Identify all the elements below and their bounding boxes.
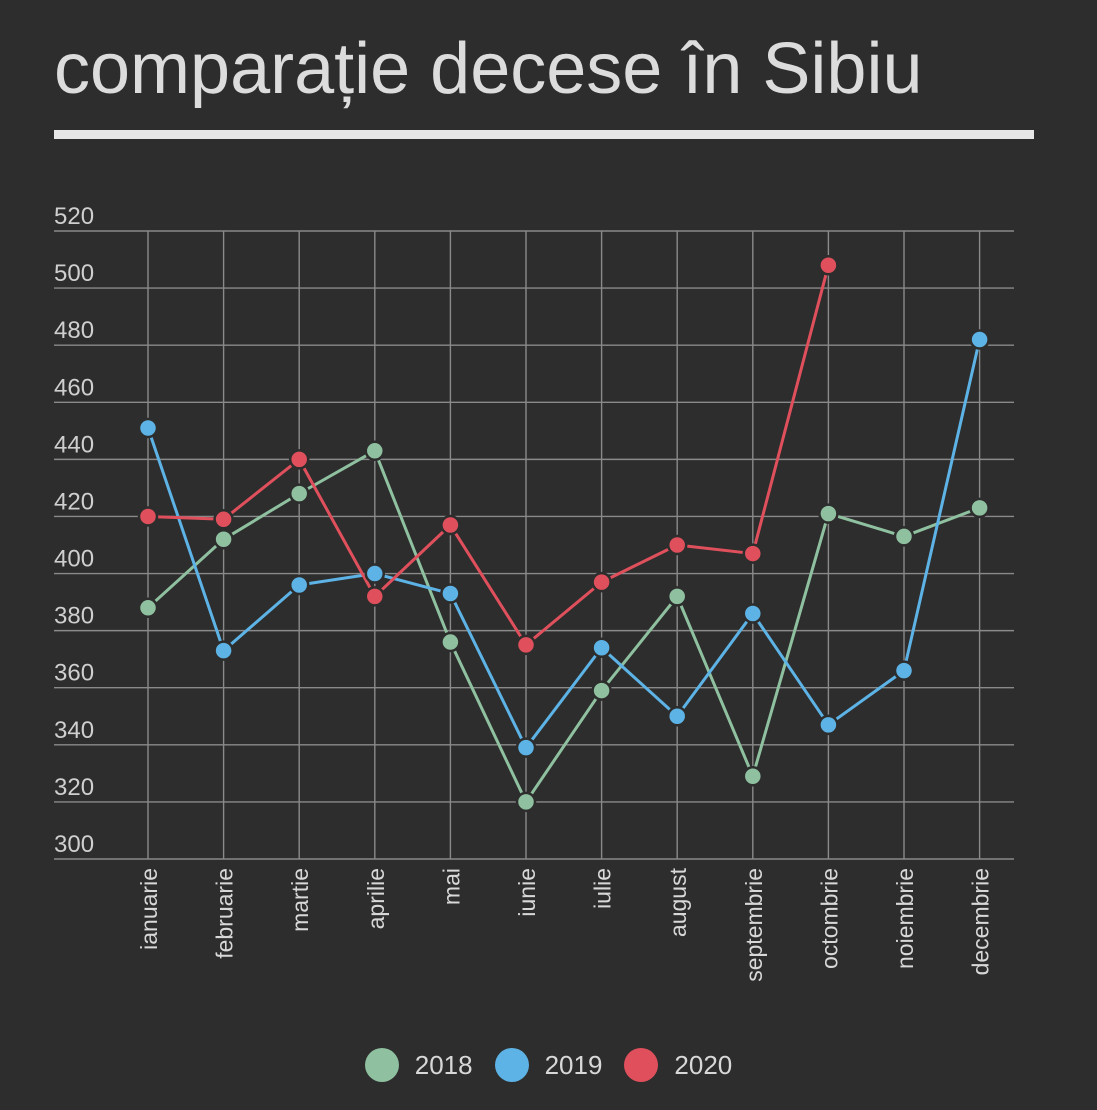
x-tick-label: decembrie [968, 868, 994, 975]
y-tick-label: 420 [54, 488, 94, 515]
legend-item-2020: 2020 [624, 1048, 732, 1082]
title-underline [54, 130, 1034, 139]
data-point-2020 [515, 634, 537, 656]
data-point-2019 [818, 714, 839, 736]
legend-item-2018: 2018 [364, 1048, 473, 1082]
data-point-2019 [666, 706, 688, 727]
x-tick-label: noiembrie [892, 868, 918, 969]
series-line-2018 [146, 449, 981, 804]
x-tick-label: octombrie [816, 868, 842, 969]
x-tick-label: septembrie [741, 868, 767, 982]
chart-title: comparație decese în Sibiu [54, 29, 923, 109]
data-point-2019 [364, 563, 386, 584]
data-point-2018 [440, 631, 461, 653]
x-tick-label: ianuarie [136, 868, 162, 950]
y-tick-label: 400 [54, 546, 94, 573]
data-point-2018 [591, 680, 612, 701]
y-tick-label: 320 [54, 774, 94, 801]
x-tick-label: august [665, 867, 691, 937]
data-point-2020 [137, 506, 159, 527]
data-point-2018 [288, 483, 310, 504]
y-tick-label: 480 [54, 317, 94, 344]
data-point-2018 [213, 529, 234, 550]
data-point-2020 [742, 543, 764, 564]
data-point-2020 [288, 449, 310, 470]
legend-label: 2019 [544, 1049, 603, 1080]
y-tick-label: 440 [54, 431, 94, 458]
data-point-2020 [364, 586, 386, 607]
legend-swatch [624, 1048, 659, 1082]
legend-swatch [364, 1048, 399, 1082]
y-tick-label: 500 [54, 260, 94, 287]
data-point-2019 [969, 329, 990, 350]
legend-label: 2020 [674, 1049, 733, 1080]
data-point-2019 [137, 417, 159, 439]
data-point-2020 [666, 534, 688, 556]
y-tick-label: 380 [54, 603, 94, 630]
data-point-2019 [440, 583, 461, 604]
y-tick-label: 300 [54, 831, 94, 858]
data-point-2019 [591, 637, 612, 659]
y-tick-label: 340 [54, 717, 94, 744]
chart-legend: 2018 2019 2020 [0, 1040, 1097, 1090]
data-point-2018 [364, 440, 386, 462]
data-point-2018 [515, 791, 537, 813]
x-tick-label: martie [287, 868, 313, 932]
x-tick-label: februarie [212, 868, 238, 959]
data-point-2019 [288, 574, 310, 596]
data-point-2018 [969, 497, 990, 519]
legend-label: 2018 [414, 1049, 473, 1080]
data-point-2019 [515, 737, 537, 758]
line-chart: 300 320 340 360 380 400 420 440 460 480 500 520 ianu… [54, 203, 1014, 982]
data-point-2018 [818, 503, 839, 524]
x-tick-label: aprilie [363, 868, 389, 929]
x-tick-label: iulie [590, 868, 616, 909]
data-point-2019 [893, 660, 915, 681]
x-tick-label: iunie [514, 868, 540, 917]
series-line-2019 [146, 339, 982, 750]
data-point-2020 [213, 509, 234, 530]
legend-swatch [494, 1048, 529, 1082]
y-tick-label: 360 [54, 660, 94, 687]
y-tick-label: 460 [54, 374, 94, 401]
data-point-2018 [666, 586, 688, 607]
data-point-2019 [213, 640, 234, 661]
data-point-2019 [742, 603, 764, 624]
data-point-2020 [440, 514, 461, 536]
data-point-2018 [137, 597, 159, 619]
legend-item-2019: 2019 [494, 1048, 603, 1082]
data-point-2018 [893, 526, 915, 547]
data-point-2020 [591, 571, 612, 593]
data-point-2020 [818, 255, 839, 276]
data-point-2018 [742, 765, 764, 787]
series-line-2020 [147, 264, 830, 647]
x-tick-label: mai [438, 868, 464, 905]
y-tick-label: 520 [54, 203, 94, 230]
